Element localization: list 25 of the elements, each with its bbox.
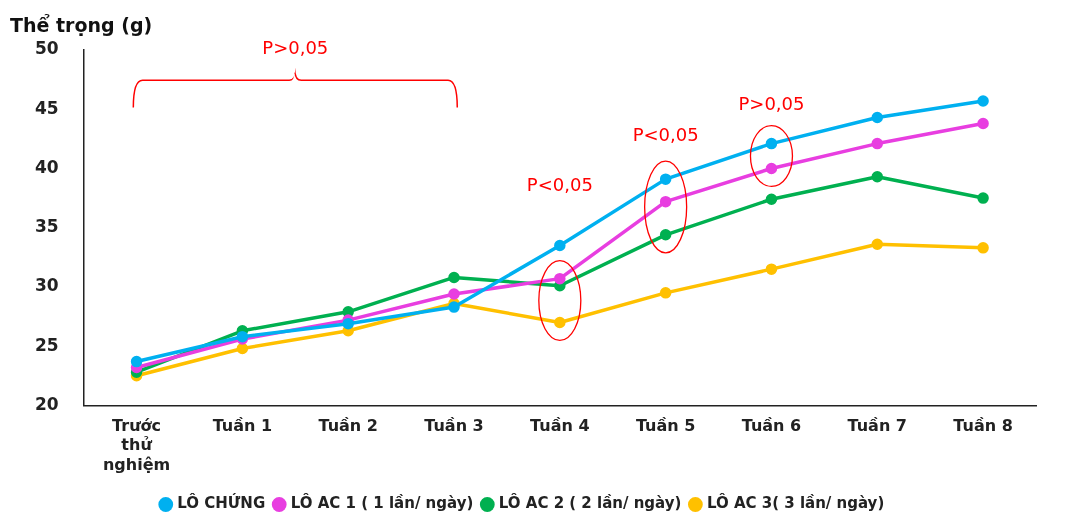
annotation: P>0,05: [262, 37, 329, 59]
x-tick-label: Tuần 3: [424, 416, 484, 436]
legend-label: LÔ CHỨNG: [177, 493, 266, 513]
y-tick-label: 30: [34, 275, 59, 296]
x-tick-label: Tuần 4: [530, 416, 590, 436]
y-tick-label: 45: [34, 97, 59, 118]
x-tick-label: Tuần 2: [318, 416, 378, 436]
x-tick-label: Trước thử nghiệm: [102, 416, 171, 474]
annotation: P<0,05: [632, 124, 699, 146]
legend-label: LÔ AC 1 ( 1 lần/ ngày): [290, 493, 474, 513]
x-tick-label: Tuần 8: [953, 416, 1013, 436]
annotation: P>0,05: [738, 93, 805, 115]
x-tick-label: Tuần 1: [212, 416, 273, 436]
legend-label: LÔ AC 3( 3 lần/ ngày): [706, 493, 885, 513]
y-tick-label: 35: [34, 216, 59, 237]
x-tick-label: Tuần 5: [635, 416, 696, 436]
y-axis-title: Thể trọng (g): [10, 14, 153, 36]
y-tick-label: 40: [34, 156, 59, 177]
annotation: P<0,05: [526, 173, 593, 195]
y-tick-label: 25: [34, 334, 59, 355]
x-tick-label: Tuần 6: [741, 416, 802, 436]
legend-label: LÔ AC 2 ( 2 lần/ ngày): [498, 493, 682, 513]
x-tick-label: Tuần 7: [847, 416, 907, 436]
y-tick-label: 50: [34, 38, 59, 59]
y-tick-label: 20: [34, 393, 59, 414]
